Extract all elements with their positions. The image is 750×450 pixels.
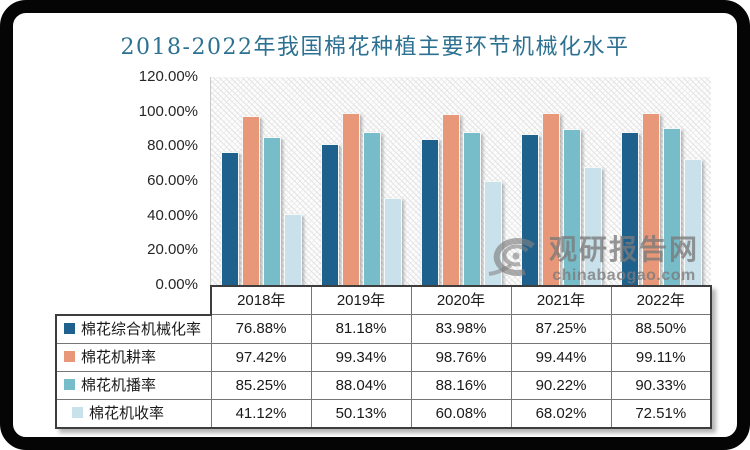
bar-棉花综合机械化率-2022年 — [620, 131, 639, 285]
y-axis: 120.00% 100.00% 80.00% 60.00% 40.00% 20.00% 0.… — [58, 68, 198, 293]
bar-棉花综合机械化率-2021年 — [520, 133, 539, 285]
table-header-year: 2019年 — [310, 285, 412, 315]
legend-cell: 棉花机收率 — [55, 398, 212, 429]
y-axis-tick: 100.00% — [138, 102, 198, 120]
y-axis-tick: 80.00% — [147, 137, 198, 155]
y-axis-tick: 40.00% — [147, 206, 198, 224]
chart-title: 2018-2022年我国棉花种植主要环节机械化水平 — [120, 35, 630, 60]
bar-棉花机耕率-2018年 — [241, 116, 260, 285]
table-value-cell: 81.18% — [310, 314, 412, 344]
legend-series-name: 棉花机播率 — [81, 376, 157, 394]
legend-series-name: 棉花机收率 — [89, 404, 165, 422]
table-header-year: 2021年 — [510, 285, 612, 315]
bar-棉花机播率-2022年 — [662, 128, 681, 285]
table-value-cell: 90.22% — [510, 370, 612, 400]
data-table: 2018年 2019年 2020年 2021年 2022年 棉花综合机械化率 76.88% 8… — [55, 285, 712, 429]
table-value-cell: 83.98% — [410, 314, 512, 344]
bar-棉花机收率-2021年 — [583, 167, 602, 285]
table-value-cell: 97.42% — [210, 342, 312, 372]
table-value-cell: 88.04% — [310, 370, 412, 400]
table-value-cell: 72.51% — [610, 398, 712, 429]
legend-cell: 棉花机耕率 — [55, 342, 212, 372]
table-value-cell: 76.88% — [210, 314, 312, 344]
table-value-cell: 99.44% — [510, 342, 612, 372]
table-corner-blank — [56, 286, 211, 315]
bar-棉花机耕率-2021年 — [541, 112, 560, 285]
table-value-cell: 85.25% — [210, 370, 312, 400]
legend-series-name: 棉花机耕率 — [81, 348, 157, 366]
table-value-cell: 90.33% — [610, 370, 712, 400]
bar-棉花机播率-2019年 — [362, 132, 381, 285]
bar-棉花机耕率-2022年 — [641, 113, 660, 285]
y-axis-tick: 60.00% — [147, 172, 198, 189]
bar-棉花机收率-2019年 — [383, 198, 402, 285]
table-value-cell: 50.13% — [310, 398, 412, 429]
legend-cell: 棉花综合机械化率 — [55, 313, 212, 344]
bar-棉花机播率-2020年 — [462, 132, 481, 285]
y-axis-tick: 20.00% — [147, 241, 198, 259]
y-axis-tick: 0.00% — [155, 276, 198, 293]
bar-棉花机耕率-2019年 — [341, 112, 360, 285]
table-value-cell: 60.08% — [410, 398, 512, 429]
legend-key-swatch — [64, 379, 75, 391]
table-value-cell: 41.12% — [210, 398, 312, 429]
bar-棉花综合机械化率-2019年 — [320, 144, 339, 285]
table-value-cell: 68.02% — [510, 398, 612, 429]
legend-key-swatch — [64, 351, 75, 363]
table-header-year: 2022年 — [610, 285, 712, 315]
table-value-cell: 99.11% — [610, 342, 712, 372]
table-value-cell: 88.16% — [410, 370, 512, 400]
table-value-cell: 88.50% — [610, 314, 712, 344]
bar-棉花综合机械化率-2018年 — [220, 151, 239, 285]
table-value-cell: 98.76% — [410, 342, 512, 372]
legend-series-name: 棉花综合机械化率 — [81, 320, 202, 338]
y-axis-tick: 120.00% — [138, 68, 198, 85]
bar-棉花机播率-2018年 — [262, 137, 281, 285]
plot-area — [210, 77, 711, 285]
bar-棉花机耕率-2020年 — [441, 113, 460, 285]
bar-棉花机收率-2020年 — [483, 180, 502, 285]
legend-cell: 棉花机播率 — [55, 370, 212, 400]
table-value-cell: 87.25% — [510, 314, 612, 344]
bar-棉花机播率-2021年 — [562, 128, 581, 285]
legend-key-swatch — [64, 323, 75, 335]
table-header-year: 2018年 — [210, 285, 312, 315]
bar-棉花机收率-2018年 — [283, 213, 302, 285]
table-value-cell: 99.34% — [310, 342, 412, 372]
bar-棉花综合机械化率-2020年 — [420, 139, 439, 285]
bar-棉花机收率-2022年 — [683, 159, 702, 285]
table-header-year: 2020年 — [410, 285, 512, 315]
legend-key-swatch — [72, 407, 83, 419]
